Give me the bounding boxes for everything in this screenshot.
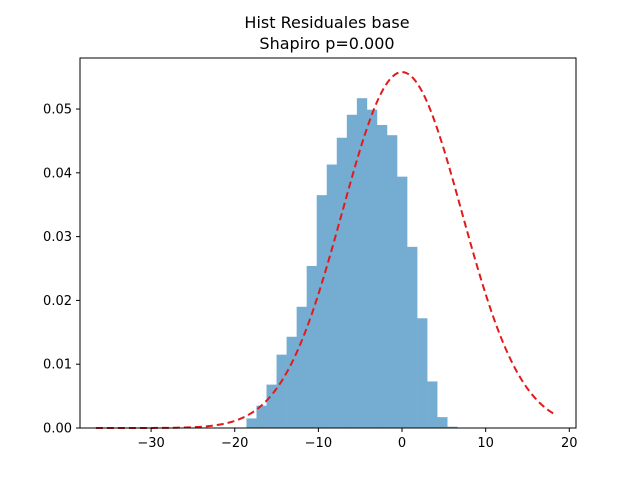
histogram-bar <box>296 306 307 428</box>
histogram-bar <box>316 195 328 428</box>
y-tick-label: 0.03 <box>43 230 72 245</box>
histogram-bar <box>356 98 368 428</box>
chart-title: Hist Residuales base <box>244 13 409 32</box>
histogram-bars <box>246 98 458 429</box>
histogram-bar <box>326 164 338 428</box>
histogram-bar <box>447 426 458 428</box>
histogram-bar <box>427 381 438 428</box>
histogram-bar <box>386 135 398 428</box>
histogram-bar <box>437 417 448 428</box>
histogram-bar <box>397 176 408 428</box>
histogram-bar <box>276 354 287 428</box>
histogram-bar <box>346 114 358 428</box>
y-tick-label: 0.05 <box>43 103 72 118</box>
histogram-bar <box>286 336 297 428</box>
histogram-bar <box>266 384 277 428</box>
x-tick-label: −20 <box>221 436 248 451</box>
normal-fit-curve <box>95 71 557 429</box>
histogram-bar <box>417 318 428 428</box>
y-axis: 0.00 0.01 0.02 0.03 0.04 0.05 <box>43 103 80 437</box>
y-tick-label: 0.01 <box>43 358 72 373</box>
x-axis: −30 −20 −10 0 10 20 <box>137 428 578 451</box>
histogram-bar <box>376 124 388 428</box>
x-tick-label: −10 <box>305 436 332 451</box>
histogram-bar <box>407 246 418 428</box>
x-tick-label: 10 <box>477 436 494 451</box>
x-tick-label: −30 <box>137 436 164 451</box>
plot-frame <box>79 57 577 429</box>
histogram-bar <box>336 137 348 429</box>
histogram-bar <box>246 418 257 428</box>
x-tick-label: 20 <box>561 436 578 451</box>
y-tick-label: 0.00 <box>43 422 72 437</box>
y-tick-label: 0.04 <box>43 166 72 181</box>
chart-subtitle: Shapiro p=0.000 <box>259 34 394 53</box>
x-tick-label: 0 <box>398 436 406 451</box>
histogram-bar <box>256 405 267 428</box>
histogram-bar <box>366 109 378 429</box>
histogram-bar <box>306 265 318 428</box>
y-tick-label: 0.02 <box>43 294 72 309</box>
